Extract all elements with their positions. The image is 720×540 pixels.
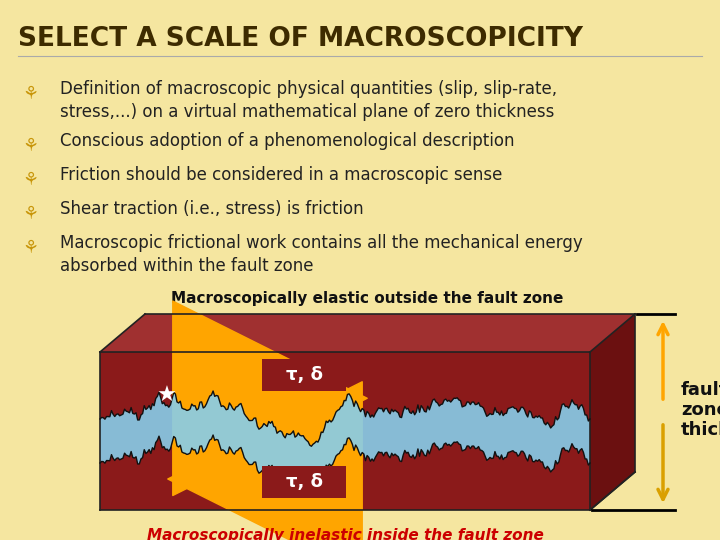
Text: Definition of macroscopic physical quantities (slip, slip-rate,
stress,...) on a: Definition of macroscopic physical quant… xyxy=(60,80,557,121)
FancyBboxPatch shape xyxy=(262,359,346,391)
Polygon shape xyxy=(100,314,635,352)
Polygon shape xyxy=(590,314,635,510)
Text: Friction should be considered in a macroscopic sense: Friction should be considered in a macro… xyxy=(60,166,503,184)
Text: Shear traction (i.e., stress) is friction: Shear traction (i.e., stress) is frictio… xyxy=(60,200,364,218)
Text: Macroscopically elastic outside the fault zone: Macroscopically elastic outside the faul… xyxy=(171,291,564,306)
Text: ⚘: ⚘ xyxy=(22,137,38,155)
Text: ⚘: ⚘ xyxy=(22,85,38,103)
Text: Macroscopic frictional work contains all the mechanical energy
absorbed within t: Macroscopic frictional work contains all… xyxy=(60,234,582,275)
Text: τ, δ: τ, δ xyxy=(286,473,323,491)
Polygon shape xyxy=(100,352,590,510)
Text: τ, δ: τ, δ xyxy=(286,366,323,384)
Text: fault: fault xyxy=(681,381,720,399)
Text: Macroscopically inelastic inside the fault zone: Macroscopically inelastic inside the fau… xyxy=(147,528,544,540)
Text: zone: zone xyxy=(681,401,720,419)
FancyBboxPatch shape xyxy=(262,466,346,498)
Text: ⚘: ⚘ xyxy=(22,239,38,257)
Text: ★: ★ xyxy=(157,386,177,406)
Text: Conscious adoption of a phenomenological description: Conscious adoption of a phenomenological… xyxy=(60,132,515,150)
Text: ⚘: ⚘ xyxy=(22,205,38,223)
Polygon shape xyxy=(100,391,590,490)
Text: ⚘: ⚘ xyxy=(22,171,38,189)
Text: thickness: thickness xyxy=(681,421,720,439)
Text: SELECT A SCALE OF MACROSCOPICITY: SELECT A SCALE OF MACROSCOPICITY xyxy=(18,26,583,52)
